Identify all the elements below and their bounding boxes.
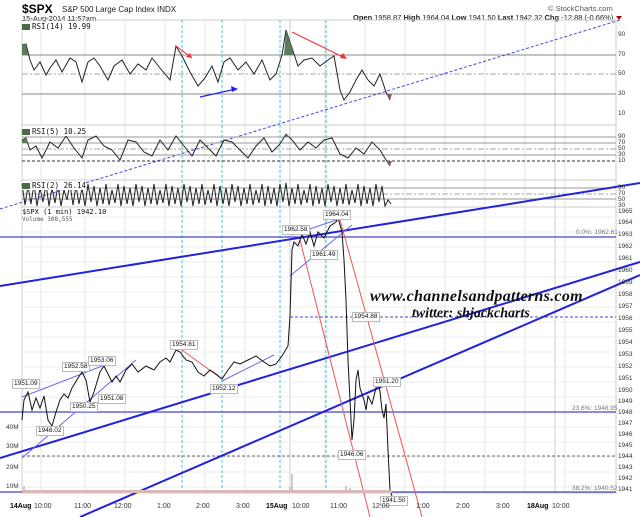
fib-label: 23.6%: 1948.95	[572, 405, 618, 412]
x-tick: 10:00	[292, 503, 310, 510]
x-tick: 10:00	[552, 503, 570, 510]
price-annotation: 1952.12	[210, 384, 238, 394]
price-annotation: 1954.88	[352, 312, 380, 322]
x-tick: 10:00	[34, 503, 52, 510]
x-tick: 12:00	[372, 503, 390, 510]
price-tick: 1960	[618, 267, 633, 274]
price-tick: 1961	[618, 255, 633, 262]
price-tick: 1941	[618, 486, 633, 493]
price-tick: 1955	[618, 327, 633, 334]
x-tick: 15Aug	[266, 503, 288, 510]
volume-tick: 40M	[6, 424, 19, 431]
x-tick: 3:00	[496, 503, 510, 510]
price-tick: 1958	[618, 291, 633, 298]
rsi2-label: RSI(2) 26.14	[22, 181, 87, 190]
price-tick: 1948	[618, 409, 633, 416]
volume-tick: 20M	[6, 464, 19, 471]
price-line	[21, 216, 393, 497]
down-arrow-icon	[616, 16, 623, 21]
rsi14-tick: 50	[618, 70, 626, 77]
price-annotation: 1951.09	[12, 379, 40, 389]
price-tick: 1964	[618, 219, 633, 226]
price-tick: 1952	[618, 363, 633, 370]
price-tick: 1959	[618, 279, 633, 286]
rsi5-tick: 30	[618, 151, 626, 158]
indicator-icon	[22, 183, 30, 189]
price-annotation: 1941.50	[380, 496, 408, 506]
price-annotation: 1962.58	[282, 225, 310, 235]
price-tick: 1951	[618, 375, 633, 382]
x-tick: 1:00	[157, 503, 171, 510]
price-label: $SPX (1 min) 1942.10	[22, 208, 107, 216]
price-annotation: 1953.06	[88, 356, 116, 366]
rsi5-tick: 90	[618, 133, 626, 140]
rsi14-label: RSI(14) 19.99	[22, 22, 91, 31]
symbol: $SPX	[22, 2, 53, 16]
price-tick: 1956	[618, 315, 633, 322]
price-annotation: 1951.20	[373, 377, 401, 387]
x-tick: 11:00	[74, 503, 91, 510]
price-annotation: 1948.02	[36, 426, 64, 436]
x-tick: 14Aug	[10, 503, 32, 510]
price-annotation: 1954.81	[170, 340, 198, 350]
rsi14-tick: 70	[618, 51, 626, 58]
x-tick: 12:00	[114, 503, 132, 510]
price-tick: 1965	[618, 208, 633, 215]
price-tick: 1962	[618, 243, 633, 250]
rsi14-tick: 30	[618, 90, 626, 97]
rsi5-tick: 10	[618, 157, 626, 164]
volume-label: Volume 308,555	[22, 216, 73, 223]
fib-label: 0.0%: 1962.61	[576, 229, 618, 236]
watermark-url: www.channelsandpatterns.com	[370, 288, 583, 305]
symbol-name: S&P 500 Large Cap Index INDX	[62, 5, 177, 14]
price-tick: 1944	[618, 453, 633, 460]
chart-datetime: 15-Aug-2014 11:57am	[22, 14, 97, 23]
rsi14-line	[21, 29, 391, 102]
price-tick: 1953	[618, 351, 633, 358]
watermark-twitter: twitter: shjackcharts	[412, 306, 530, 321]
rsi2-line	[21, 182, 392, 208]
price-annotation: 1952.58	[62, 362, 90, 372]
x-tick: 2:00	[456, 503, 470, 510]
price-annotation: 1951.08	[98, 394, 126, 404]
indicator-icon	[22, 24, 30, 30]
price-tick: 1957	[618, 303, 633, 310]
price-tick: 1945	[618, 442, 633, 449]
volume-tick: 30M	[6, 443, 19, 450]
price-tick: 1950	[618, 387, 633, 394]
brand-label[interactable]: © StockCharts.com	[548, 4, 613, 13]
rsi5-tick: 70	[618, 139, 626, 146]
rsi5-label: RSI(5) 10.25	[22, 127, 87, 136]
price-annotation: 1964.04	[323, 210, 351, 220]
volume-tick: 10M	[6, 483, 19, 490]
x-tick: 11:00	[330, 503, 347, 510]
rsi2-tick: 90	[618, 184, 626, 191]
price-tick: 1943	[618, 464, 633, 471]
price-tick: 1954	[618, 339, 633, 346]
price-tick: 1963	[618, 231, 633, 238]
rsi14-tick: 90	[618, 31, 626, 38]
rsi5-line	[21, 133, 391, 167]
chart-header: $SPX S&P 500 Large Cap Index INDX 15-Aug…	[0, 0, 640, 23]
x-tick: 2:00	[196, 503, 210, 510]
price-annotation: 1961.49	[310, 250, 338, 260]
x-tick: 18Aug	[527, 503, 549, 510]
price-tick: 1946	[618, 431, 633, 438]
rsi14-tick: 10	[618, 110, 626, 117]
indicator-icon	[22, 129, 30, 135]
rsi5-tick: 50	[618, 145, 626, 152]
rsi2-tick: 30	[618, 202, 626, 209]
rsi2-tick: 70	[618, 190, 626, 197]
fib-label: 38.2%: 1940.52	[572, 485, 618, 492]
rsi2-tick: 50	[618, 196, 626, 203]
price-tick: 1942	[618, 475, 633, 482]
x-tick: 3:00	[236, 503, 250, 510]
price-annotation: 1946.06	[338, 450, 366, 460]
price-tick: 1949	[618, 398, 633, 405]
price-annotation: 1950.25	[70, 402, 98, 412]
price-tick: 1947	[618, 420, 633, 427]
x-tick: 1:00	[416, 503, 430, 510]
quote-summary: Open 1958.87 High 1964.04 Low 1941.50 La…	[353, 13, 623, 22]
